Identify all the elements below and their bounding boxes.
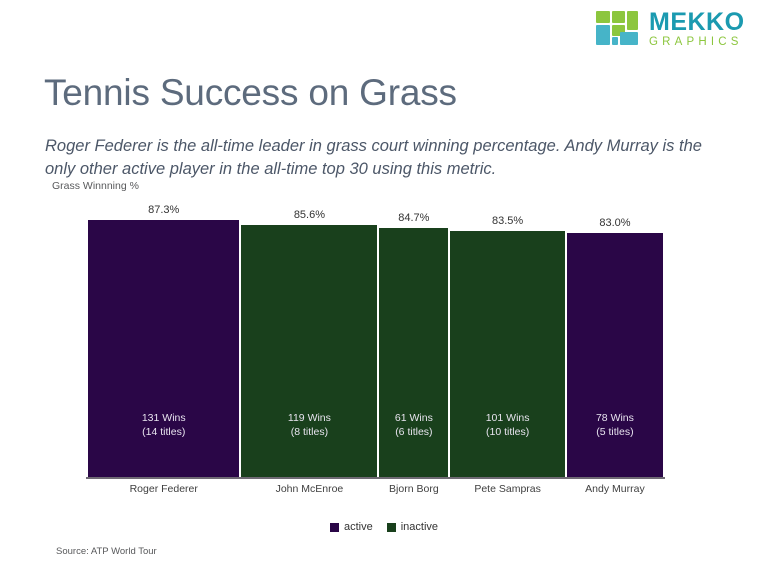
x-axis-label-pete-sampras: Pete Sampras xyxy=(474,483,541,495)
bar-john-mcenroe[interactable]: 119 Wins (8 titles) xyxy=(240,224,379,478)
bar-wins-text: 131 Wins xyxy=(141,411,186,424)
bar-inner-label: 101 Wins (10 titles) xyxy=(450,411,565,439)
bar-inner-label: 131 Wins (14 titles) xyxy=(88,411,239,439)
bar-wins-text: 101 Wins xyxy=(485,411,530,424)
bar-group: 87.3% 131 Wins (14 titles) xyxy=(87,203,241,478)
logo-tile-1 xyxy=(596,11,610,23)
source-note: Source: ATP World Tour xyxy=(56,546,157,557)
legend-label: inactive xyxy=(400,521,439,533)
bar-pete-sampras[interactable]: 101 Wins (10 titles) xyxy=(449,230,566,478)
logo-tile-7 xyxy=(620,32,638,45)
bar-titles-text: (8 titles) xyxy=(290,425,329,438)
logo-tagline: GRAPHICS xyxy=(649,35,743,48)
logo-wordmark: MEKKO GRAPHICS xyxy=(649,7,745,49)
bar-inner-label: 119 Wins (8 titles) xyxy=(241,411,377,439)
chart-legend: active inactive xyxy=(0,521,768,533)
logo-brand-name: MEKKO xyxy=(649,7,745,36)
y-axis-label: Grass Winnning % xyxy=(52,180,139,192)
legend-swatch-icon xyxy=(386,522,396,532)
bar-value-label: 85.6% xyxy=(293,209,326,221)
bar-roger-federer[interactable]: 131 Wins (14 titles) xyxy=(87,218,241,478)
legend-item-inactive[interactable]: inactive xyxy=(386,521,439,533)
bar-titles-text: (6 titles) xyxy=(395,425,433,438)
page-title: Tennis Success on Grass xyxy=(44,71,457,113)
bar-group: 84.7% 61 Wins (6 titles) xyxy=(378,205,450,478)
bar-bjorn-borg[interactable]: 61 Wins (6 titles) xyxy=(378,226,450,478)
x-axis-label-john-mcenroe: John McEnroe xyxy=(275,483,344,495)
bar-group: 83.0% 78 Wins (5 titles) xyxy=(565,205,664,478)
mekko-graphics-logo: MEKKO GRAPHICS xyxy=(596,8,756,50)
bar-value-label: 83.5% xyxy=(492,215,524,228)
bar-andy-murray[interactable]: 78 Wins (5 titles) xyxy=(565,231,664,478)
bar-wins-text: 78 Wins xyxy=(595,411,634,424)
page-subtitle: Roger Federer is the all-time leader in … xyxy=(45,136,702,179)
bar-wins-text: 119 Wins xyxy=(287,411,331,424)
bar-value-label: 84.7% xyxy=(398,211,430,224)
legend-swatch-icon xyxy=(329,522,339,532)
chart-baseline xyxy=(86,477,665,479)
x-axis-label-roger-federer: Roger Federer xyxy=(129,483,198,495)
legend-item-active[interactable]: active xyxy=(329,521,373,533)
logo-tile-3 xyxy=(627,11,638,30)
bar-chart-plot-area: 87.3% 131 Wins (14 titles) 85.6% 119 Wins (8 … xyxy=(87,203,664,478)
bar-value-label: 83.0% xyxy=(599,216,631,229)
logo-tile-5 xyxy=(612,25,625,36)
logo-tile-6 xyxy=(612,37,618,45)
logo-mark-icon xyxy=(596,11,642,47)
bar-inner-label: 61 Wins (6 titles) xyxy=(379,411,448,439)
legend-label: active xyxy=(343,521,373,533)
bar-titles-text: (5 titles) xyxy=(596,425,634,438)
bar-inner-label: 78 Wins (5 titles) xyxy=(567,411,663,439)
bar-titles-text: (14 titles) xyxy=(142,425,186,438)
x-axis-label-andy-murray: Andy Murray xyxy=(585,483,645,495)
logo-tile-4 xyxy=(596,25,610,45)
bar-group: 85.6% 119 Wins (8 titles) xyxy=(240,205,379,478)
x-axis-categories: Roger Federer John McEnroe Bjorn Borg Pete … xyxy=(87,483,664,499)
logo-tile-2 xyxy=(612,11,625,23)
bar-value-label: 87.3% xyxy=(148,203,180,216)
bar-titles-text: (10 titles) xyxy=(486,425,530,438)
bar-wins-text: 61 Wins xyxy=(394,411,433,424)
bar-group: 83.5% 101 Wins (10 titles) xyxy=(449,205,566,478)
x-axis-label-bjorn-borg: Bjorn Borg xyxy=(389,483,439,495)
